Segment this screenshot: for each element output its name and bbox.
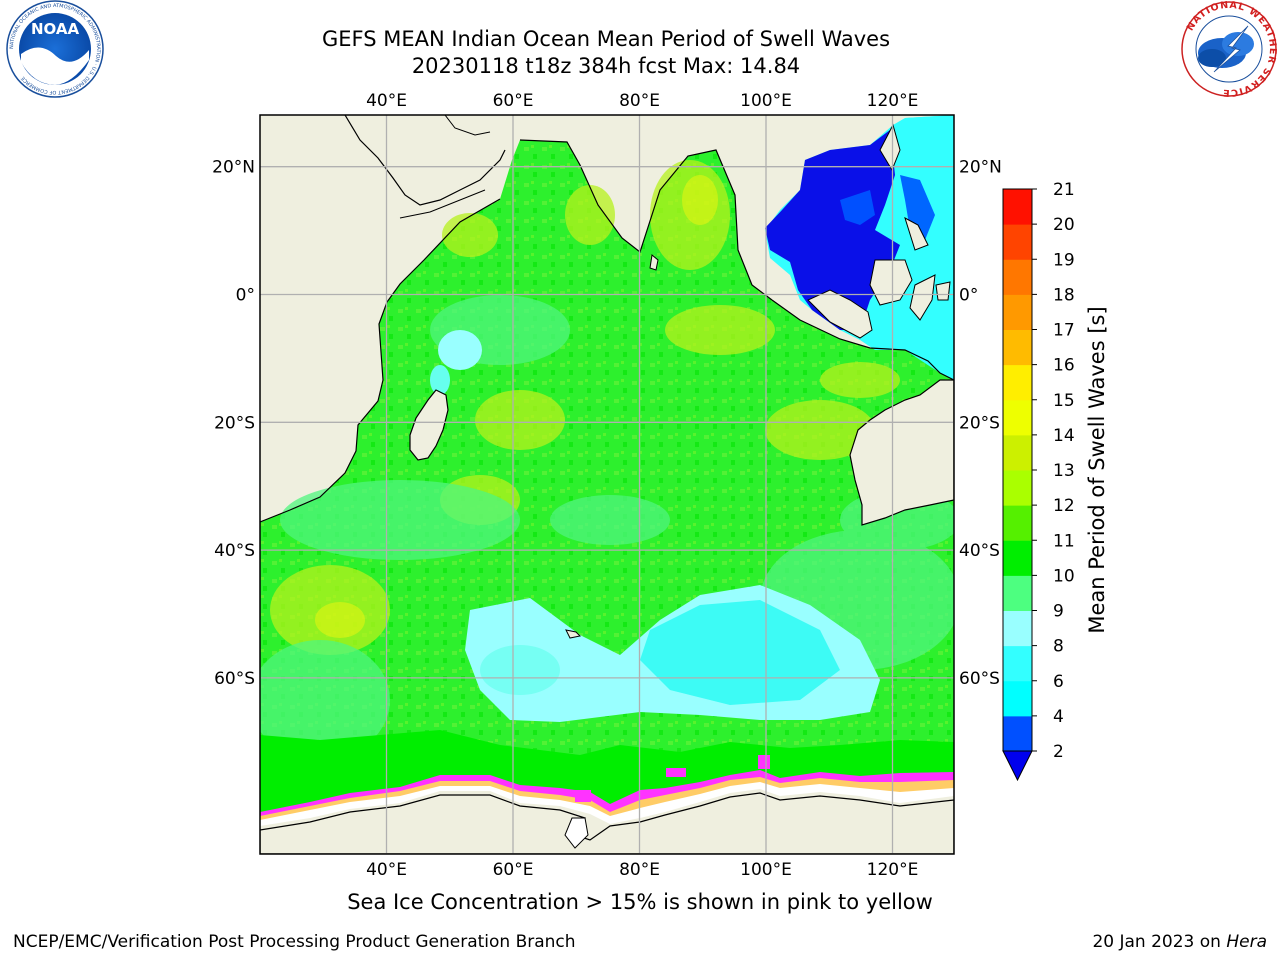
- map-canvas: [260, 115, 954, 854]
- lat-tick-label-right: 60°S: [959, 669, 1000, 689]
- colorbar-segment: [1003, 364, 1032, 401]
- map-frame: [259, 114, 955, 855]
- lat-tick-label-left: 40°S: [214, 541, 255, 561]
- lat-tick-label-left: 20°S: [214, 413, 255, 433]
- noaa-logo-text: NOAA: [31, 20, 80, 38]
- colorbar-tick-label: 10: [1053, 566, 1075, 586]
- colorbar-tick-label: 14: [1053, 426, 1075, 446]
- colorbar-tick-label: 6: [1053, 672, 1064, 692]
- swell-6-9s-band: [430, 330, 880, 722]
- sea-ice-edge: [260, 755, 954, 826]
- colorbar-tick-label: 16: [1053, 356, 1075, 376]
- colorbar-tick-label: 18: [1053, 285, 1075, 305]
- colorbar-segment: [1003, 505, 1032, 541]
- colorbar-tick-label: 9: [1053, 602, 1064, 622]
- tick-labels: 40°E 40°E 60°E 60°E 80°E 80°E 100°E 100°E 120°E 1…: [212, 91, 1002, 880]
- colorbar-tick-label: 12: [1053, 496, 1075, 516]
- lon-tick-label-bottom: 60°E: [493, 860, 534, 880]
- colorbar-segment: [1003, 259, 1032, 295]
- lon-tick-label-top: 120°E: [867, 91, 919, 111]
- map-title-line2: 20230118 t18z 384h fcst Max: 14.84: [411, 54, 801, 78]
- lat-tick-label-right: 0°: [959, 286, 978, 306]
- colorbar-segment: [1003, 434, 1032, 471]
- colorbar-tick-label: 21: [1053, 180, 1075, 200]
- lon-tick-label-bottom: 40°E: [366, 860, 407, 880]
- colorbar-tick-label: 13: [1053, 461, 1075, 481]
- colorbar-segment: [1003, 680, 1032, 717]
- southeast-asia-seas: [765, 115, 954, 380]
- colorbar-tick-label: 19: [1053, 250, 1075, 270]
- colorbar-segment: [1003, 189, 1032, 225]
- lat-tick-label-left: 60°S: [214, 669, 255, 689]
- colorbar-segment: [1003, 610, 1032, 647]
- lon-tick-label-top: 60°E: [493, 91, 534, 111]
- lat-tick-label-right: 20°N: [959, 158, 1002, 178]
- colorbar-tick-label: 11: [1053, 531, 1075, 551]
- lat-tick-label-left: 20°N: [212, 158, 255, 178]
- australia: [849, 379, 954, 526]
- colorbar-segment: [1003, 575, 1032, 611]
- lon-tick-label-bottom: 120°E: [867, 860, 919, 880]
- nws-logo: NATIONAL WEATHER SERVICE: [1181, 0, 1277, 98]
- footer-date: 20 Jan 2023 on Hera: [1092, 932, 1267, 952]
- colorbar-title: Mean Period of Swell Waves [s]: [1085, 306, 1109, 634]
- noaa-logo: NOAA NATIONAL OCEANIC AND ATMOSPHERIC AD…: [6, 0, 104, 98]
- colorbar: 2 4 6 8 9 10 11 12 13 14 15 16 17 18 19 20 21: [1002, 180, 1075, 782]
- gridlines: [260, 115, 954, 854]
- colorbar-tick-label: 15: [1053, 391, 1075, 411]
- colorbar-tick-label: 4: [1053, 707, 1064, 727]
- lon-tick-label-bottom: 80°E: [619, 860, 660, 880]
- colorbar-under-arrow: [1002, 750, 1033, 782]
- colorbar-segment: [1003, 470, 1032, 506]
- madagascar: [409, 389, 449, 461]
- colorbar-tick-label: 17: [1053, 321, 1075, 341]
- colorbar-segment: [1003, 540, 1032, 576]
- lon-tick-label-bottom: 100°E: [740, 860, 792, 880]
- lat-tick-label-right: 40°S: [959, 541, 1000, 561]
- colorbar-tick-label: 2: [1053, 742, 1064, 762]
- footer-credit: NCEP/EMC/Verification Post Processing Pr…: [13, 932, 576, 952]
- lon-tick-label-top: 40°E: [366, 91, 407, 111]
- colorbar-segment: [1003, 224, 1032, 260]
- footer-host: Hera: [1226, 932, 1267, 952]
- lon-tick-label-top: 80°E: [619, 91, 660, 111]
- lat-tick-label-left: 0°: [236, 286, 255, 306]
- colorbar-segment: [1003, 645, 1032, 682]
- colorbar-tick-label: 20: [1053, 215, 1075, 235]
- map-title-line1: GEFS MEAN Indian Ocean Mean Period of Sw…: [321, 27, 891, 51]
- colorbar-tick-label: 8: [1053, 637, 1064, 657]
- colorbar-segment: [1003, 399, 1032, 436]
- footer-date-text: 20 Jan 2023 on: [1092, 932, 1221, 952]
- colorbar-segment: [1003, 715, 1032, 752]
- colorbar-segment: [1003, 329, 1032, 366]
- sea-ice-note: Sea Ice Concentration > 15% is shown in …: [347, 890, 933, 914]
- lat-tick-label-right: 20°S: [959, 413, 1000, 433]
- colorbar-segment: [1003, 294, 1032, 330]
- lon-tick-label-top: 100°E: [740, 91, 792, 111]
